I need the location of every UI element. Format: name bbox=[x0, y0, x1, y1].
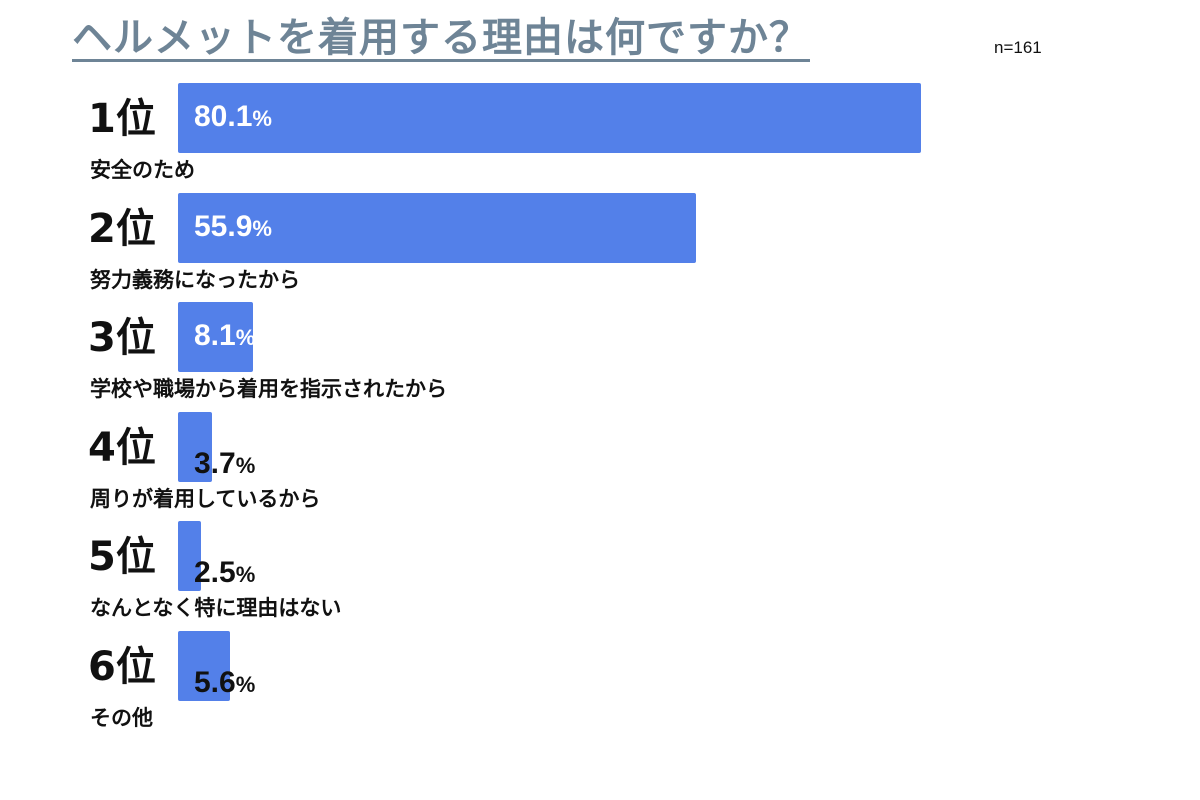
bar bbox=[178, 193, 696, 263]
sample-size-label: n=161 bbox=[994, 38, 1042, 57]
rank-label: 1位 bbox=[88, 96, 156, 142]
category-label: その他 bbox=[90, 706, 153, 730]
data-label: 80.1% bbox=[194, 97, 272, 142]
data-label: 5.6% bbox=[194, 663, 255, 708]
data-label-value: 3.7 bbox=[194, 447, 236, 480]
data-label-percent: % bbox=[235, 453, 256, 478]
category-label: 周りが着用しているから bbox=[90, 487, 321, 511]
data-label-percent: % bbox=[235, 325, 256, 350]
data-label-value: 55.9 bbox=[194, 210, 253, 243]
rank-label: 4位 bbox=[88, 425, 156, 471]
data-label-value: 80.1 bbox=[194, 100, 253, 133]
rank-label: 2位 bbox=[88, 206, 156, 252]
rank-label: 5位 bbox=[88, 534, 156, 580]
category-label: 努力義務になったから bbox=[90, 268, 300, 292]
data-label-percent: % bbox=[252, 106, 272, 131]
chart-title: ヘルメットを着用する理由は何ですか？ bbox=[72, 15, 810, 61]
bar bbox=[178, 412, 212, 482]
data-label-value: 8.1 bbox=[194, 319, 236, 352]
data-label-value: 5.6 bbox=[194, 666, 236, 699]
data-label-percent: % bbox=[235, 562, 256, 587]
data-label: 3.7% bbox=[194, 444, 255, 489]
bar bbox=[178, 302, 253, 372]
data-label: 2.5% bbox=[194, 553, 255, 598]
rank-label: 6位 bbox=[88, 644, 156, 690]
rank-label: 3位 bbox=[88, 315, 156, 361]
data-label: 55.9% bbox=[194, 207, 272, 252]
data-label-percent: % bbox=[252, 216, 272, 241]
category-label: なんとなく特に理由はない bbox=[90, 596, 342, 620]
category-label: 学校や職場から着用を指示されたから bbox=[90, 377, 447, 401]
bar bbox=[178, 521, 201, 591]
bar bbox=[178, 631, 230, 701]
category-label: 安全のため bbox=[90, 158, 195, 182]
data-label-value: 2.5 bbox=[194, 556, 236, 589]
bar bbox=[178, 83, 921, 153]
data-label-percent: % bbox=[235, 672, 256, 697]
data-label: 8.1% bbox=[194, 316, 255, 361]
